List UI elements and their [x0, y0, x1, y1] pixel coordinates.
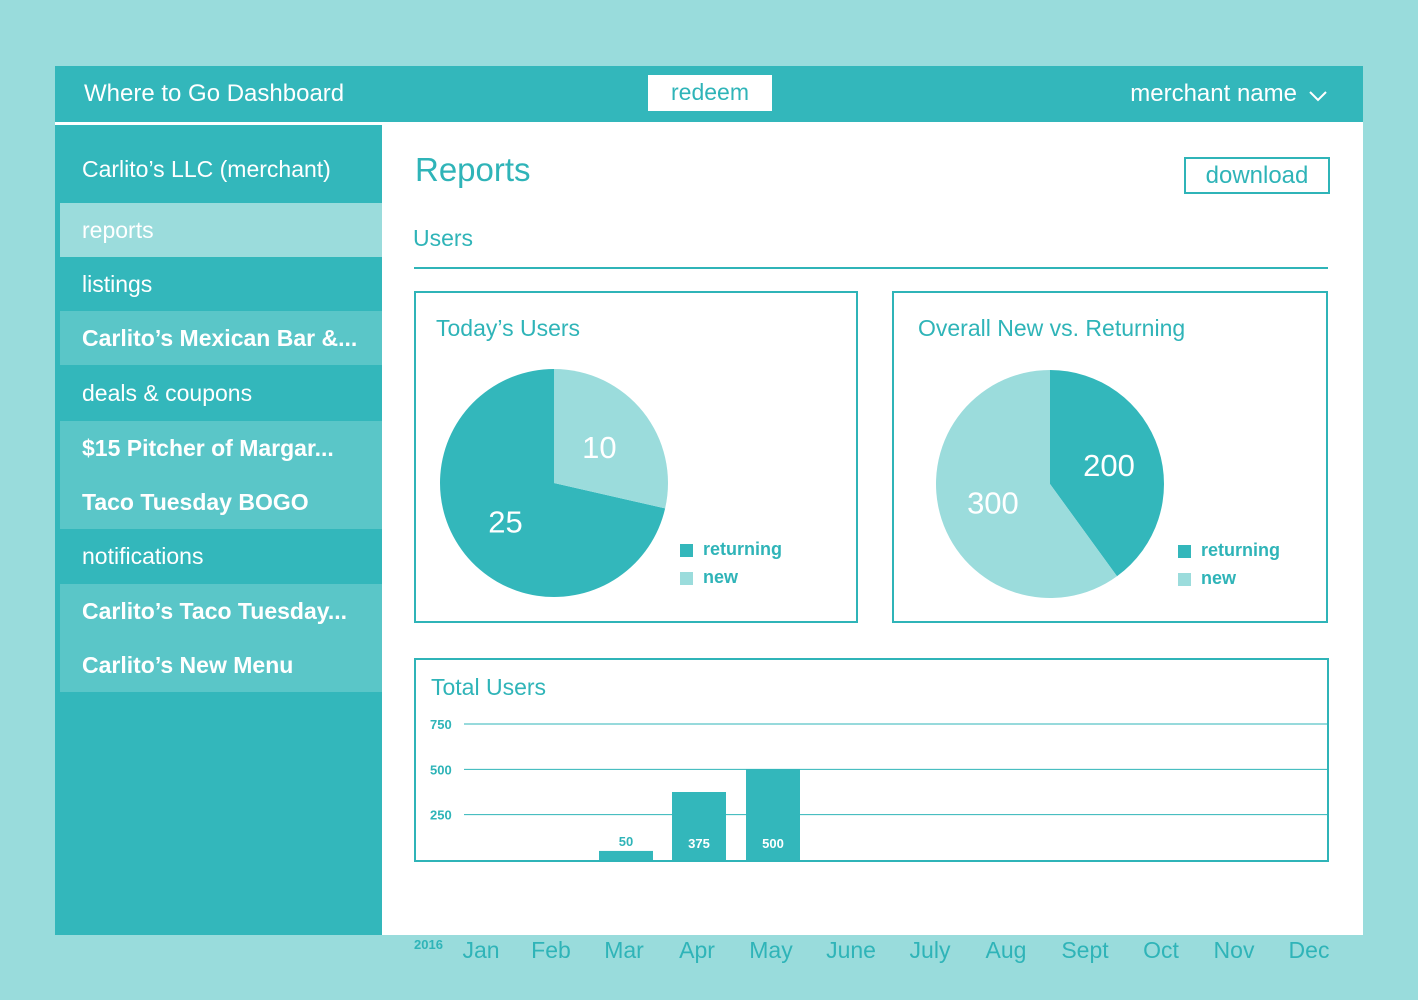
- chevron-down-icon: [1309, 81, 1327, 109]
- overall-users-title: Overall New vs. Returning: [918, 315, 1186, 341]
- pie-slice-new: [554, 369, 668, 509]
- bar-value-label: 375: [688, 836, 710, 851]
- legend-swatch-returning: [680, 543, 693, 557]
- x-tick-label: Feb: [531, 937, 571, 963]
- x-tick-label: Sept: [1061, 937, 1109, 963]
- pie-slice-new: [935, 370, 1118, 598]
- sidebar-item: Carlito’s LLC (merchant): [82, 156, 331, 182]
- sidebar-item[interactable]: deals & coupons: [82, 380, 253, 406]
- merchant-name-label: merchant name: [1130, 80, 1297, 107]
- pie-value-label: 300: [967, 486, 1019, 521]
- x-tick-label: Jan: [462, 937, 500, 963]
- y-tick-label: 500: [430, 762, 452, 777]
- sidebar-item[interactable]: Carlito’s Mexican Bar &...: [60, 311, 382, 365]
- pie-value-label: 200: [1083, 448, 1135, 483]
- pie-value-label: 25: [488, 505, 522, 540]
- total-users-card: Total Users 250 500 750 50 375 500: [414, 658, 1329, 862]
- x-tick-label: Nov: [1213, 937, 1255, 963]
- x-tick-label: May: [749, 937, 793, 963]
- bar-apr: [672, 792, 726, 860]
- download-button[interactable]: download: [1184, 157, 1330, 194]
- legend-label-returning: returning: [703, 539, 782, 559]
- total-users-bar-chart: 250 500 750 50 375 500: [430, 717, 1327, 860]
- legend-label-new: new: [703, 567, 739, 587]
- dashboard-window: Where to Go Dashboard redeem merchant na…: [55, 66, 1363, 963]
- legend-swatch-new: [680, 571, 693, 585]
- app-title: Where to Go Dashboard: [84, 80, 345, 107]
- sidebar-item[interactable]: notifications: [82, 543, 204, 569]
- legend-swatch-returning: [1178, 544, 1191, 558]
- legend-swatch-new: [1178, 572, 1191, 586]
- main-content: Reports download Users Today’s Users 25 1…: [382, 125, 1363, 963]
- bar-mar: [599, 850, 653, 860]
- bar-value-label: 500: [762, 836, 784, 851]
- bar-may: [746, 769, 800, 860]
- sidebar-item[interactable]: listings: [82, 271, 153, 297]
- tab-underline: [414, 267, 1328, 269]
- page-title: Reports: [415, 151, 531, 188]
- sidebar-item[interactable]: Carlito’s Taco Tuesday...: [60, 584, 382, 638]
- pie-value-label: 10: [582, 430, 616, 465]
- sidebar-item[interactable]: $15 Pitcher of Margar...: [60, 421, 382, 475]
- sidebar-item[interactable]: Taco Tuesday BOGO: [60, 475, 382, 529]
- todays-users-card: Today’s Users 25 10 returning new: [414, 291, 858, 623]
- x-tick-label: July: [909, 937, 951, 963]
- legend-label-returning: returning: [1201, 540, 1280, 560]
- bar-value-label: 50: [619, 834, 633, 849]
- sidebar-item[interactable]: reports: [60, 203, 382, 257]
- x-tick-label: June: [826, 937, 876, 963]
- tab-users[interactable]: Users: [413, 225, 474, 251]
- redeem-button[interactable]: redeem: [648, 75, 772, 111]
- sidebar: Carlito’s LLC (merchant) reports listings C…: [55, 125, 382, 935]
- pie-slice-returning: [440, 369, 666, 597]
- y-tick-label: 250: [430, 808, 452, 823]
- legend-label-new: new: [1201, 568, 1237, 588]
- overall-users-pie: 200 300: [935, 370, 1164, 598]
- x-tick-label: Mar: [604, 937, 644, 963]
- total-users-title: Total Users: [431, 674, 547, 700]
- x-tick-label: Aug: [985, 937, 1027, 963]
- year-label: 2016: [414, 937, 443, 952]
- x-tick-label: Dec: [1288, 937, 1330, 963]
- todays-users-title: Today’s Users: [436, 315, 581, 341]
- overall-users-card: Overall New vs. Returning 200 300 returni…: [892, 291, 1328, 623]
- x-tick-label: Oct: [1143, 937, 1179, 963]
- sidebar-item[interactable]: Carlito’s New Menu: [60, 638, 382, 692]
- y-tick-label: 750: [430, 717, 452, 732]
- todays-users-legend: returning new: [680, 535, 782, 591]
- top-bar: Where to Go Dashboard redeem merchant na…: [55, 66, 1363, 122]
- x-tick-label: Apr: [679, 937, 715, 963]
- merchant-menu[interactable]: merchant name: [1130, 80, 1327, 109]
- overall-users-legend: returning new: [1178, 536, 1280, 592]
- pie-slice-returning: [1050, 370, 1164, 577]
- todays-users-pie: 25 10: [440, 369, 668, 597]
